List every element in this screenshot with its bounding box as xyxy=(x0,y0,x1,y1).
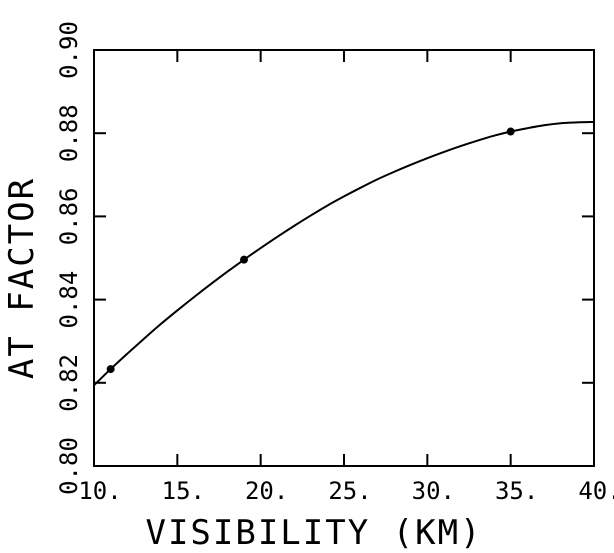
y-tick-label: 0.88 xyxy=(55,104,83,162)
x-axis-label: VISIBILITY (KM) xyxy=(145,513,482,553)
y-tick-label: 0.86 xyxy=(55,188,83,246)
x-tick-label: 10. xyxy=(78,477,121,505)
y-axis-label: AT FACTOR xyxy=(2,177,42,379)
y-tick-label: 0.80 xyxy=(55,437,83,495)
x-tick-label: 35. xyxy=(495,477,538,505)
y-tick-label: 0.84 xyxy=(55,271,83,329)
y-tick-label: 0.90 xyxy=(55,21,83,79)
x-tick-label: 20. xyxy=(245,477,288,505)
series-markers xyxy=(106,127,515,374)
x-tick-label: 25. xyxy=(328,477,371,505)
plot-frame xyxy=(93,49,595,467)
x-tick-label: 30. xyxy=(412,477,455,505)
series-line xyxy=(93,120,595,387)
data-point xyxy=(506,127,515,136)
data-point xyxy=(106,365,115,374)
series-curve xyxy=(93,120,595,387)
x-tick-label: 15. xyxy=(162,477,205,505)
data-point xyxy=(240,255,248,264)
x-tick-label: 40. xyxy=(578,477,614,505)
y-tick-label: 0.82 xyxy=(55,354,83,412)
plot-axes: 10. 15. 20. 25. 30. 35. 40. 0.80 0.82 0.84 0.86 0.8… xyxy=(55,21,614,505)
